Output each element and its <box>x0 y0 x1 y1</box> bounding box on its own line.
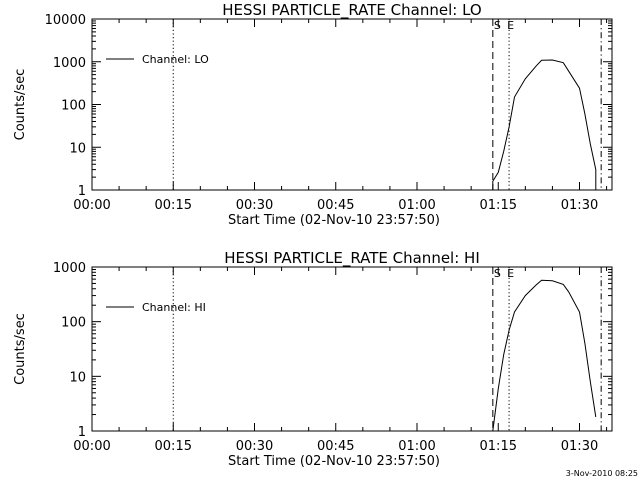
x-tick-label: 01:15 <box>480 198 517 213</box>
end-marker-label: E <box>507 267 514 280</box>
y-tick-label: 1000 <box>53 261 86 276</box>
x-tick-label: 01:30 <box>561 198 598 213</box>
x-tick-label: 01:30 <box>561 439 598 454</box>
x-axis-label: Start Time (02-Nov-10 23:57:50) <box>228 213 440 228</box>
legend-entry: Channel: LO <box>142 53 209 66</box>
x-tick-label: 00:15 <box>155 439 192 454</box>
x-tick-label: 00:15 <box>155 198 192 213</box>
x-tick-label: 01:00 <box>398 198 435 213</box>
start-marker-label: S <box>494 267 501 280</box>
chart-panel-1: HESSI PARTICLE_RATE Channel: LO 00:00 00:1… <box>13 1 613 228</box>
plot-frame <box>91 266 613 432</box>
y-tick-label: 1 <box>78 184 86 199</box>
y-axis-label: Counts/sec <box>13 69 28 141</box>
chart-title: HESSI PARTICLE_RATE Channel: LO <box>222 1 481 20</box>
y-tick-label: 10 <box>69 141 86 156</box>
start-marker-label: S <box>494 19 501 32</box>
chart-panel-2: HESSI PARTICLE_RATE Channel: HI 00:00 00:1… <box>13 249 613 469</box>
x-tick-label: 00:45 <box>317 198 354 213</box>
x-axis-label: Start Time (02-Nov-10 23:57:50) <box>228 454 440 469</box>
y-tick-label: 1 <box>78 425 86 440</box>
x-tick-label: 01:00 <box>398 439 435 454</box>
y-axis-label: Counts/sec <box>13 313 28 385</box>
x-tick-label: 00:30 <box>236 198 273 213</box>
y-tick-label: 100 <box>61 316 86 331</box>
y-tick-label: 100 <box>61 99 86 114</box>
footer-timestamp: 3-Nov-2010 08:25 <box>566 469 638 478</box>
x-tick-label: 00:00 <box>73 198 110 213</box>
y-tick-label: 1000 <box>53 56 86 71</box>
chart-title: HESSI PARTICLE_RATE Channel: HI <box>224 249 480 268</box>
x-tick-label: 00:45 <box>317 439 354 454</box>
y-tick-label: 10 <box>69 370 86 385</box>
series-line <box>487 59 597 191</box>
plot-frame <box>91 18 613 191</box>
x-tick-label: 00:30 <box>236 439 273 454</box>
x-tick-label: 00:00 <box>73 439 110 454</box>
series-line <box>492 279 597 432</box>
y-tick-label: 10000 <box>45 13 86 28</box>
legend-entry: Channel: HI <box>142 301 206 314</box>
end-marker-label: E <box>507 19 514 32</box>
x-tick-label: 01:15 <box>480 439 517 454</box>
